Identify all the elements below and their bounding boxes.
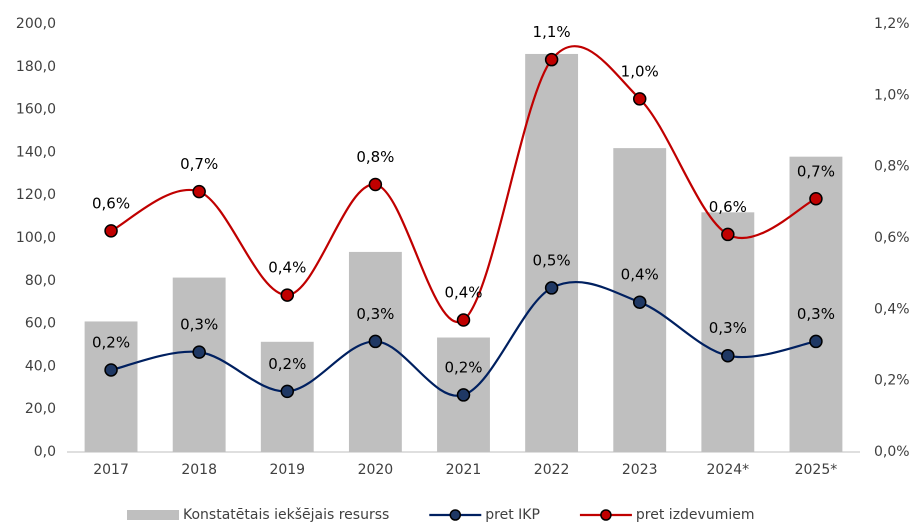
y2-tick-label: 0,0% (874, 444, 910, 460)
value-label: 0,2% (92, 333, 130, 351)
marker (104, 224, 118, 238)
marker (721, 348, 735, 363)
marker (192, 184, 206, 199)
value-label: 0,4% (444, 284, 482, 302)
marker (809, 192, 823, 206)
x-tick-label: 2023 (622, 462, 658, 478)
value-label: 0,4% (268, 259, 306, 277)
marker (368, 334, 383, 349)
marker (456, 313, 471, 327)
x-tick-label: 2025* (795, 462, 838, 478)
bar (84, 321, 138, 452)
value-label: 0,2% (268, 355, 306, 373)
x-tick-label: 2022 (534, 462, 570, 478)
y-tick-label: 40,0 (25, 358, 56, 374)
y-tick-label: 80,0 (25, 273, 56, 289)
value-label: 0,7% (797, 162, 835, 180)
marker (280, 288, 295, 302)
legend-label: pret IKP (485, 507, 540, 523)
value-label: 0,2% (444, 358, 482, 376)
value-label: 0,6% (709, 198, 747, 216)
legend-swatch (449, 509, 462, 521)
marker (280, 384, 295, 399)
x-tick-label: 2019 (269, 462, 305, 478)
y2-tick-label: 0,4% (874, 301, 910, 317)
bar (701, 212, 755, 452)
marker (104, 363, 118, 377)
x-tick-label: 2017 (93, 462, 129, 478)
y-tick-label: 60,0 (25, 316, 56, 332)
y2-tick-label: 0,2% (874, 373, 910, 389)
value-label: 0,8% (356, 148, 394, 166)
y-tick-label: 160,0 (16, 102, 56, 118)
value-label: 0,3% (356, 305, 394, 323)
marker (192, 345, 206, 359)
marker (632, 295, 647, 309)
value-label: 1,1% (533, 23, 571, 41)
y2-tick-label: 1,2% (874, 16, 910, 32)
y-tick-label: 200,0 (16, 16, 56, 32)
bar (525, 53, 579, 453)
x-tick-label: 2021 (446, 462, 482, 478)
y2-tick-label: 0,8% (874, 159, 910, 175)
marker (368, 177, 383, 192)
y-tick-label: 140,0 (16, 144, 56, 160)
value-label: 0,5% (533, 251, 571, 269)
legend-label: Konstatētais iekšējais resurss (183, 507, 389, 523)
x-tick-label: 2024* (707, 462, 750, 478)
y-tick-label: 100,0 (16, 230, 56, 246)
marker (809, 334, 823, 349)
legend-label: pret izdevumiem (636, 507, 755, 523)
value-label: 0,3% (797, 305, 835, 323)
value-label: 0,4% (621, 266, 659, 284)
value-label: 0,7% (180, 155, 218, 173)
value-label: 0,3% (180, 316, 218, 334)
marker (544, 52, 559, 67)
bar (172, 277, 226, 452)
value-label: 0,3% (709, 319, 747, 337)
y2-tick-label: 0,6% (874, 230, 910, 246)
bar (789, 156, 843, 452)
legend-swatch (127, 510, 179, 520)
y-tick-label: 20,0 (25, 401, 56, 417)
y-tick-label: 120,0 (16, 187, 56, 203)
x-tick-label: 2020 (358, 462, 394, 478)
x-tick-label: 2018 (181, 462, 217, 478)
marker (632, 92, 647, 106)
bar (348, 251, 402, 452)
marker (544, 281, 559, 295)
y-tick-label: 0,0 (34, 444, 56, 460)
y-tick-label: 180,0 (16, 59, 56, 75)
marker (721, 227, 735, 242)
marker (456, 388, 471, 402)
value-label: 0,6% (92, 194, 130, 212)
legend-swatch (600, 509, 612, 521)
y2-tick-label: 1,0% (874, 87, 910, 103)
value-label: 1,0% (621, 62, 659, 80)
